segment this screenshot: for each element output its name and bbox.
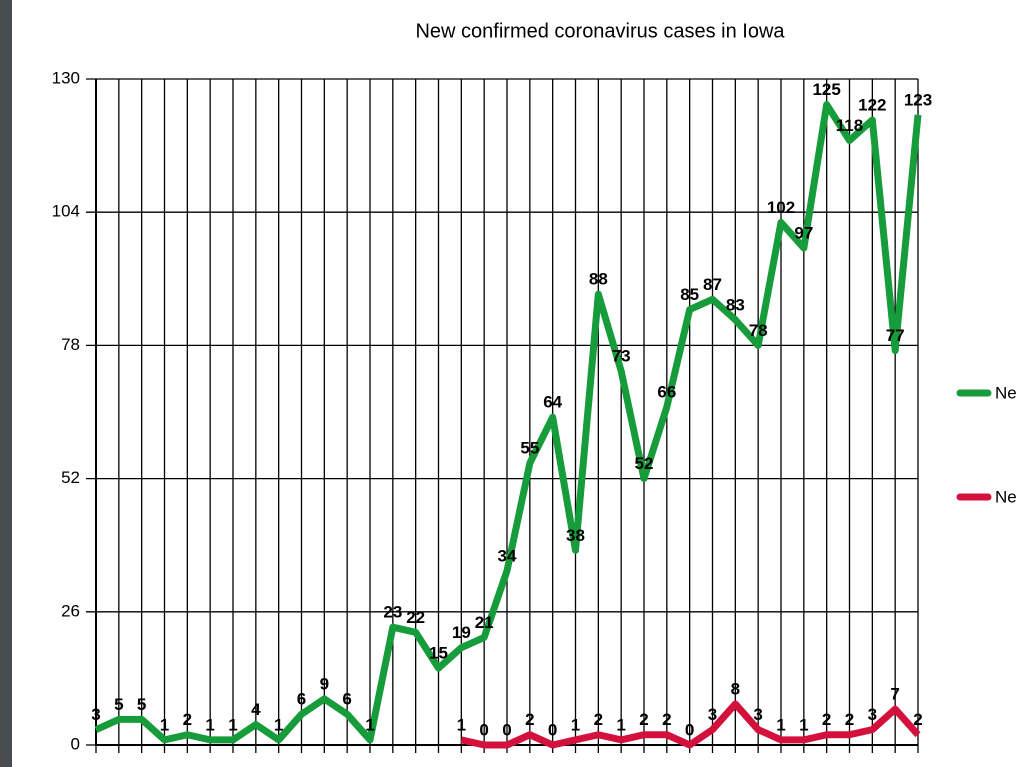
- y-tick-label: 104: [52, 202, 80, 221]
- data-label: 0: [685, 720, 694, 739]
- data-label: 125: [812, 80, 840, 99]
- data-label: 4: [251, 700, 261, 719]
- data-label: 87: [703, 275, 722, 294]
- data-label: 52: [635, 454, 654, 473]
- data-label: 66: [657, 382, 676, 401]
- legend-label: Ne: [995, 487, 1017, 506]
- data-label: 2: [183, 710, 192, 729]
- data-label: 0: [548, 720, 557, 739]
- y-tick-label: 52: [61, 468, 80, 487]
- data-label: 1: [457, 715, 466, 734]
- data-label: 85: [680, 285, 699, 304]
- data-label: 64: [543, 393, 562, 412]
- data-label: 73: [612, 346, 631, 365]
- data-label: 83: [726, 295, 745, 314]
- data-label: 7: [890, 685, 899, 704]
- y-tick-label: 130: [52, 68, 80, 87]
- data-label: 1: [228, 715, 237, 734]
- data-label: 9: [320, 674, 329, 693]
- data-label: 8: [731, 679, 740, 698]
- data-label: 55: [520, 439, 539, 458]
- data-label: 97: [794, 224, 813, 243]
- data-label: 1: [274, 715, 283, 734]
- series-line: [460, 700, 921, 749]
- data-label: 1: [776, 715, 785, 734]
- data-label: 1: [205, 715, 214, 734]
- data-label: 118: [836, 116, 863, 135]
- window-edge: [0, 0, 12, 767]
- data-label: 1: [160, 715, 169, 734]
- y-tick-label: 78: [61, 335, 80, 354]
- data-label: 0: [479, 720, 488, 739]
- data-label: 21: [475, 613, 494, 632]
- data-label: 1: [799, 715, 808, 734]
- series-line: [94, 101, 922, 744]
- data-label: 1: [616, 715, 625, 734]
- data-label: 102: [767, 198, 795, 217]
- data-label: 2: [639, 710, 648, 729]
- data-label: 122: [858, 95, 886, 114]
- data-label: 19: [452, 623, 471, 642]
- data-label: 34: [498, 546, 517, 565]
- chart-title: New confirmed coronavirus cases in Iowa: [415, 20, 785, 42]
- data-label: 38: [566, 526, 585, 545]
- data-label: 3: [91, 705, 100, 724]
- y-tick-label: 0: [71, 734, 80, 753]
- data-label: 2: [662, 710, 671, 729]
- data-label: 3: [753, 705, 762, 724]
- data-label: 2: [525, 710, 534, 729]
- data-label: 15: [429, 644, 448, 663]
- data-label: 5: [114, 695, 123, 714]
- data-label: 123: [904, 90, 932, 109]
- legend-label: Ne: [995, 383, 1017, 402]
- data-label: 1: [571, 715, 580, 734]
- data-label: 2: [845, 710, 854, 729]
- data-label: 2: [594, 710, 603, 729]
- data-label: 22: [406, 608, 425, 627]
- data-label: 3: [708, 705, 717, 724]
- data-label: 1: [365, 715, 374, 734]
- data-label: 88: [589, 270, 608, 289]
- data-label: 6: [297, 690, 306, 709]
- data-label: 5: [137, 695, 146, 714]
- data-label: 78: [749, 321, 768, 340]
- y-tick-label: 26: [61, 601, 80, 620]
- data-label: 2: [822, 710, 831, 729]
- data-label: 0: [502, 720, 511, 739]
- data-label: 6: [342, 690, 351, 709]
- data-label: 3: [868, 705, 877, 724]
- data-label: 2: [913, 710, 922, 729]
- data-label: 77: [886, 326, 905, 345]
- data-label: 23: [383, 603, 402, 622]
